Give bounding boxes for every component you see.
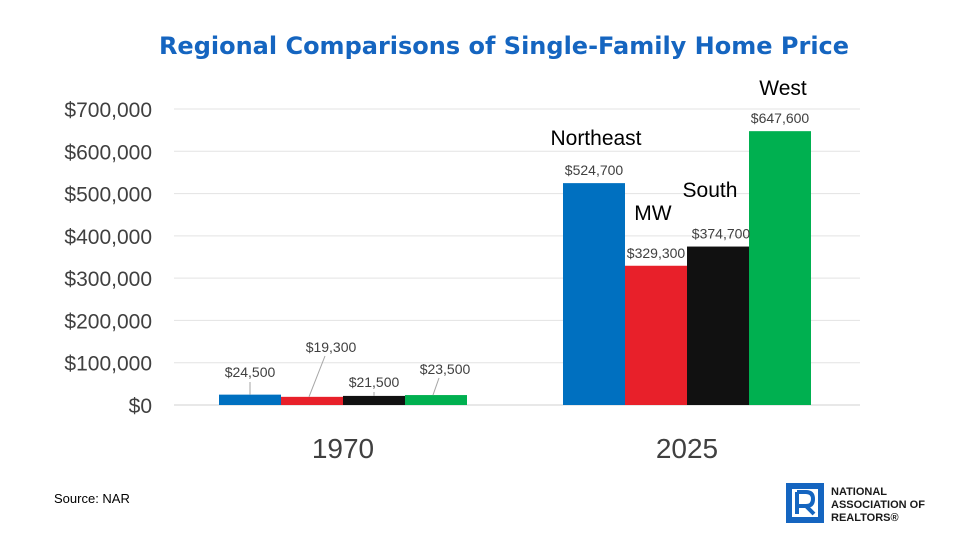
data-label: $24,500 [225,364,276,380]
nar-logo: NATIONAL ASSOCIATION OF REALTORS® [786,483,925,524]
data-label: $329,300 [627,245,686,261]
y-tick-label: $500,000 [64,184,152,207]
data-label: $21,500 [349,374,400,390]
region-labels: Northeast MW South West [550,77,806,225]
bar-northeast-1970 [219,394,281,405]
logo-line-2: ASSOCIATION OF [831,499,925,511]
y-tick-label: $100,000 [64,353,152,376]
x-axis-ticks: 1970 2025 [312,433,718,464]
gridlines [174,108,860,406]
leader-line [432,377,440,396]
x-tick-label: 1970 [312,433,374,464]
y-tick-label: $0 [129,395,152,418]
data-label: $19,300 [306,339,357,355]
data-label: $647,600 [751,110,810,126]
data-label: $524,700 [565,162,624,178]
data-label: $374,700 [692,226,751,242]
region-label-west: West [759,77,807,100]
region-label-mw: MW [634,202,671,225]
logo-line-1: NATIONAL [831,486,887,498]
bar-mw-1970 [281,396,343,405]
y-tick-label: $700,000 [64,99,152,122]
bar-west-2025 [749,131,811,405]
bar-northeast-2025 [563,183,625,405]
y-tick-label: $200,000 [64,310,152,333]
bar-mw-2025 [625,265,687,405]
chart-title: Regional Comparisons of Single-Family Ho… [159,32,849,60]
logo-line-3: REALTORS® [831,512,899,524]
bars [219,131,811,405]
leader-line [308,355,326,398]
data-label: $23,500 [420,361,471,377]
region-label-northeast: Northeast [550,127,641,150]
y-tick-label: $300,000 [64,268,152,291]
y-axis-ticks: $0 $100,000 $200,000 $300,000 $400,000 $500,0… [64,99,152,418]
y-tick-label: $600,000 [64,141,152,164]
data-labels: $24,500 $19,300 $21,500 $23,500 $524,700 $329… [225,110,810,390]
bar-south-2025 [687,246,749,405]
source-note: Source: NAR [54,491,130,506]
y-tick-label: $400,000 [64,226,152,249]
x-tick-label: 2025 [656,433,718,464]
leader-lines [249,355,440,398]
bar-west-1970 [405,395,467,405]
region-label-south: South [683,179,738,202]
bar-south-1970 [343,395,405,405]
